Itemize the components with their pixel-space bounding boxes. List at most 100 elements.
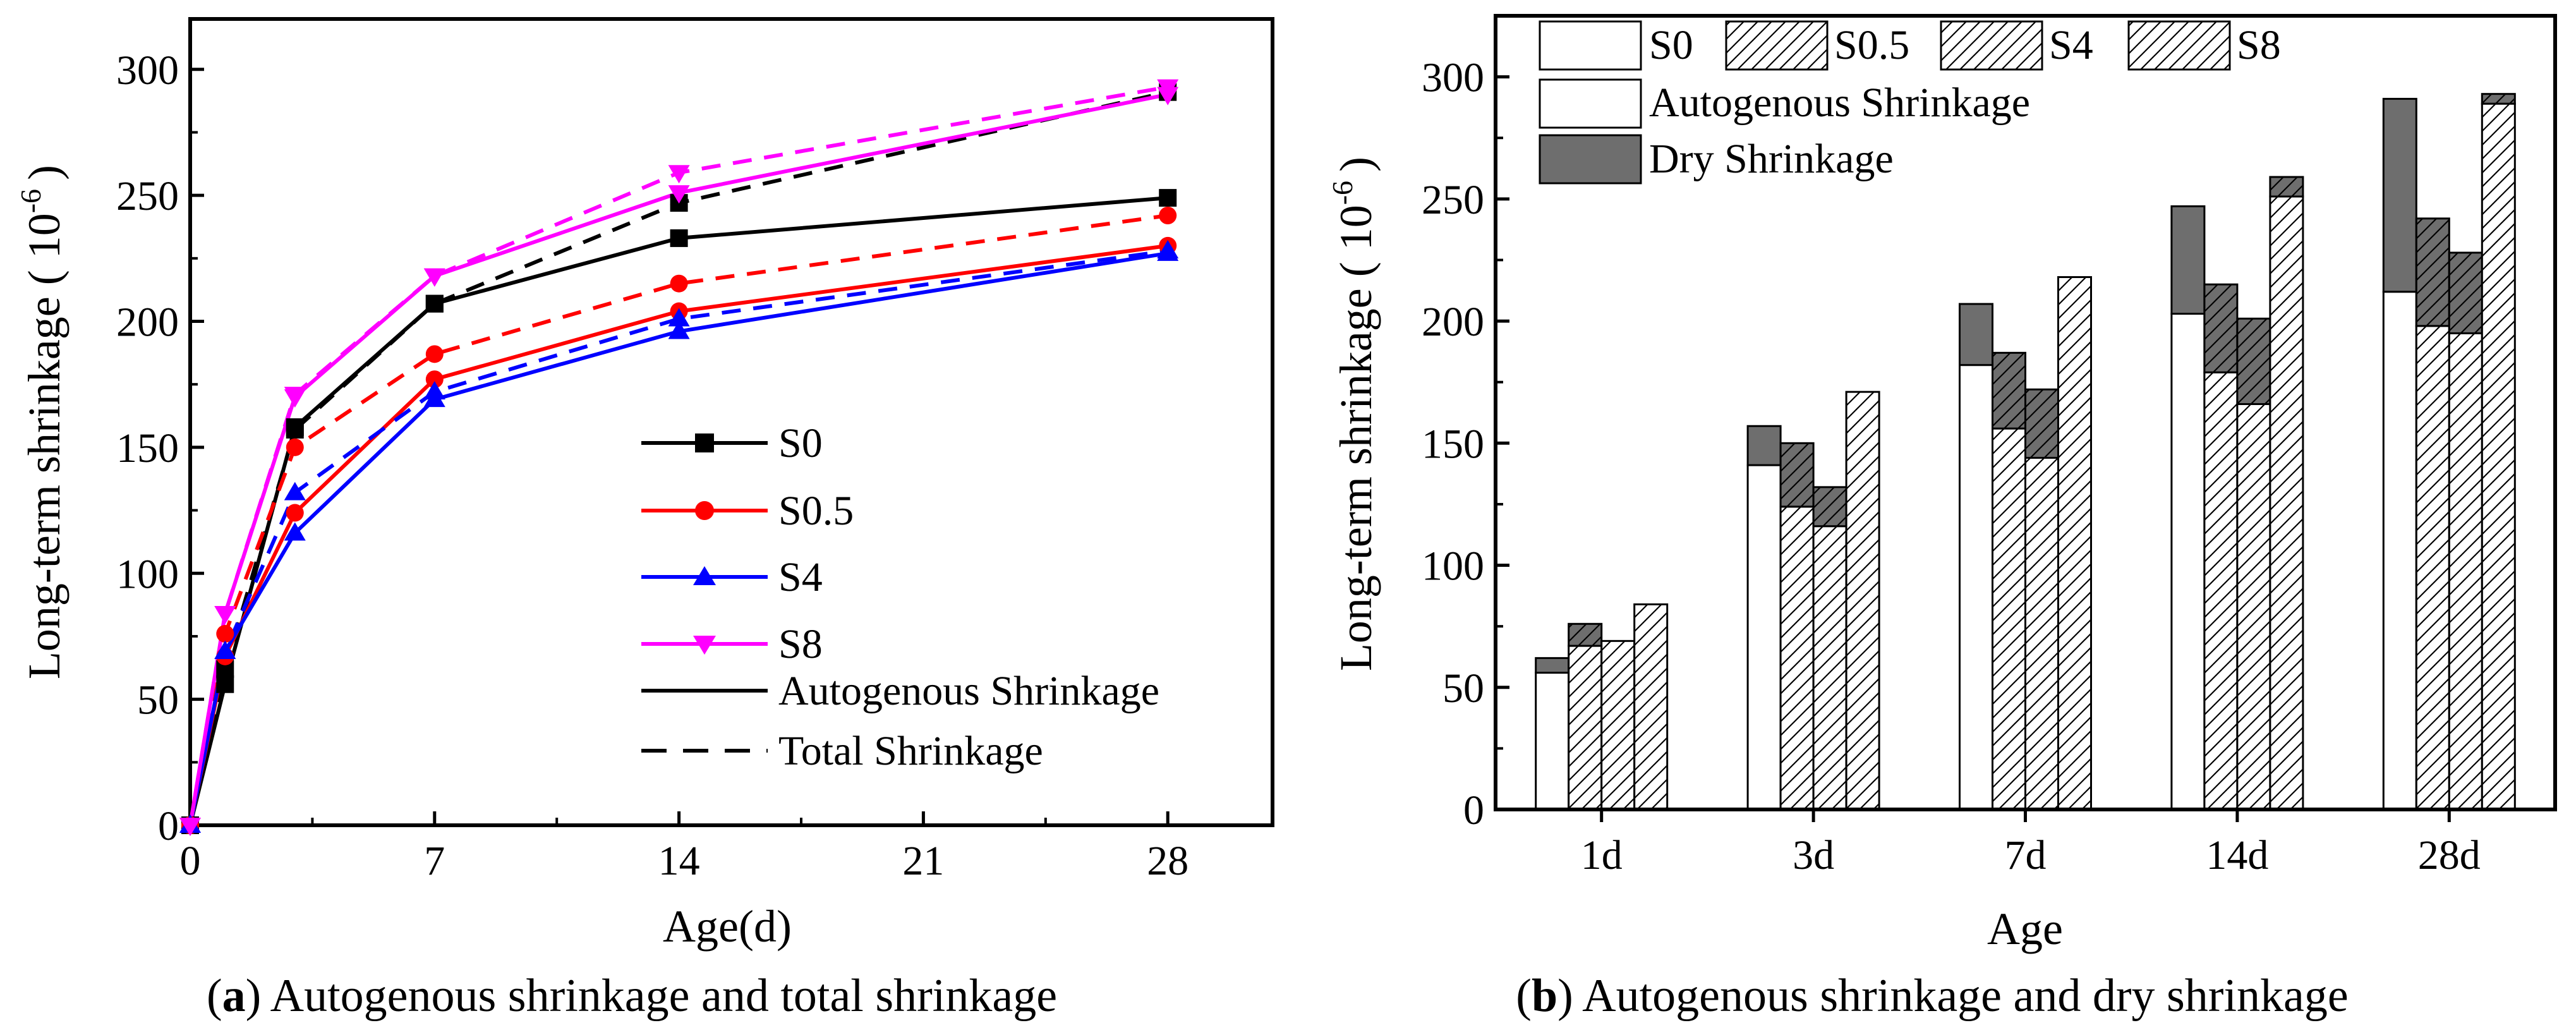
marker-s0-autogenous	[286, 418, 304, 436]
svg-text:S4: S4	[2049, 22, 2093, 68]
bar-autogenous-s0-5-28d	[2415, 325, 2450, 811]
bar-autogenous-s4-14d	[2236, 403, 2271, 811]
svg-text:Autogenous Shrinkage: Autogenous Shrinkage	[778, 668, 1159, 714]
marker-s4-total	[668, 308, 690, 327]
marker-s0-5-autogenous	[286, 504, 304, 522]
panel-b-legend: S0 S0.5 S4 S8 Autogenous Shrinkage Dry S…	[1539, 20, 2281, 185]
panel-a-x-axis-title: Age(d)	[663, 901, 792, 952]
bar-dry-s0-3d	[1746, 425, 1782, 466]
panel-b-legend-item-s0: S0	[1539, 20, 1693, 71]
bar-autogenous-s4-3d	[1812, 525, 1847, 811]
svg-text:S8: S8	[2237, 22, 2281, 68]
panel-b-legend-item-dry: Dry Shrinkage	[1539, 134, 1894, 185]
svg-text:S0.5: S0.5	[778, 488, 854, 534]
bar-autogenous-s0-3d	[1746, 464, 1782, 811]
bar-autogenous-s4-7d	[2024, 456, 2059, 811]
panel-a-legend-item-autogenous: Autogenous Shrinkage	[641, 668, 1159, 714]
series-line-s8-autogenous	[188, 92, 1168, 826]
bar-dry-s4-7d	[2024, 388, 2059, 459]
svg-text:Autogenous Shrinkage: Autogenous Shrinkage	[1649, 80, 2030, 126]
panel-a-y-tick-label: 250	[116, 173, 179, 219]
bar-dry-s0-5-28d	[2415, 217, 2450, 327]
marker-s0-autogenous	[216, 675, 234, 693]
panel-a-y-tick-label: 50	[137, 677, 179, 724]
bar-autogenous-s0-5-1d	[1568, 645, 1603, 811]
marker-s0-autogenous	[425, 294, 444, 313]
panel-a-y-tick-label: 100	[116, 551, 179, 597]
bar-autogenous-s8-28d	[2481, 102, 2516, 811]
bar-autogenous-s8-14d	[2269, 195, 2304, 811]
panel-b-x-tick-label: 14d	[2206, 832, 2268, 878]
panel-b-y-tick-label: 200	[1422, 299, 1484, 345]
bar-autogenous-s0-28d	[2382, 291, 2417, 811]
marker-s4-autogenous	[1157, 242, 1179, 261]
panel-a-legend-item-s0: S0	[641, 420, 823, 466]
panel-a-legend-item-total: Total Shrinkage	[641, 728, 1043, 774]
panel-a-line-chart: 0 50 100 150 200 250 300 0 7 14 21 28 Age(d) Long-t…	[15, 17, 1274, 1022]
marker-s8-autogenous	[423, 268, 445, 287]
bar-dry-s8-28d	[2481, 93, 2516, 105]
panel-b-x-tick-label: 3d	[1793, 832, 1834, 878]
bar-autogenous-s0-14d	[2170, 312, 2206, 811]
marker-s4-total	[284, 482, 306, 500]
svg-text:S4: S4	[778, 554, 823, 600]
panel-a-y-tick-label: 300	[116, 47, 179, 94]
marker-s0-5-total	[286, 438, 304, 456]
panel-a-series-markers	[179, 79, 1179, 836]
series-line-s4-total	[188, 248, 1168, 826]
bar-autogenous-s8-3d	[1845, 391, 1880, 811]
series-line-s0-total	[188, 90, 1168, 826]
bar-dry-s4-28d	[2448, 251, 2483, 334]
marker-s8-autogenous	[668, 185, 690, 204]
panel-a-y-tick-label: 150	[116, 425, 179, 471]
bar-dry-s0-14d	[2170, 205, 2206, 315]
bar-autogenous-s0-5-7d	[1992, 427, 2026, 811]
marker-s0-5-total	[670, 274, 688, 293]
panel-b-legend-item-s0.5: S0.5	[1725, 20, 1909, 71]
svg-text:S0.5: S0.5	[1834, 22, 1909, 68]
panel-a-legend: S0 S0.5 S4 S8 Autogenous Shrinkage	[641, 420, 1159, 774]
svg-text:Dry Shrinkage: Dry Shrinkage	[1649, 136, 1894, 182]
panel-b-legend-item-s8: S8	[2127, 20, 2281, 71]
panel-a-x-tick-label: 0	[180, 838, 201, 884]
panel-b-legend-item-autogenous: Autogenous Shrinkage	[1539, 78, 2030, 129]
marker-s0-5-autogenous	[425, 370, 444, 389]
marker-s4-autogenous	[668, 320, 690, 339]
bar-autogenous-s8-7d	[2057, 276, 2092, 811]
svg-text:S0: S0	[778, 420, 823, 466]
panel-a-y-tick-label: 200	[116, 300, 179, 346]
bar-dry-s0-5-7d	[1992, 351, 2026, 430]
panel-b-y-tick-label: 250	[1422, 177, 1484, 223]
bar-dry-s0-7d	[1959, 303, 1993, 367]
svg-text:S8: S8	[778, 621, 823, 667]
bar-autogenous-s0-5-14d	[2203, 371, 2239, 811]
panel-b-bars	[1535, 93, 2516, 811]
marker-s0-5-total	[425, 345, 444, 363]
bar-dry-s0-28d	[2382, 97, 2417, 293]
bar-dry-s0-1d	[1535, 657, 1570, 674]
svg-text:S0: S0	[1649, 22, 1693, 68]
marker-s8-total	[668, 165, 690, 184]
marker-s4-autogenous	[214, 640, 236, 659]
panel-b-x-tick-label: 7d	[2005, 832, 2047, 878]
marker-s0-5-total	[1159, 207, 1177, 225]
panel-a-y-axis-title: Long-term shrinkage ( 10-6)	[15, 165, 70, 679]
marker-s8-autogenous	[284, 389, 306, 408]
marker-s0-5-total	[216, 624, 234, 643]
series-line-s0-autogenous	[188, 196, 1168, 826]
bar-autogenous-s0-5-3d	[1779, 506, 1815, 811]
bar-dry-s0-5-1d	[1568, 622, 1603, 647]
panel-b-ticks: 0 50 100 150 200 250 300 1d 3d 7d 14d 28d	[1422, 55, 2481, 878]
panel-b-y-tick-label: 50	[1442, 665, 1484, 712]
bar-autogenous-s0-1d	[1535, 672, 1570, 811]
panel-b-x-axis-title: Age	[1987, 904, 2063, 954]
panel-b-y-tick-label: 150	[1422, 421, 1484, 467]
marker-s4-autogenous	[423, 389, 445, 408]
marker-s0-autogenous	[1159, 189, 1177, 207]
bar-autogenous-s0-7d	[1959, 364, 1993, 811]
panel-a-caption: (a) Autogenous shrinkage and total shrin…	[207, 970, 1057, 1022]
marker-s0-autogenous	[670, 229, 688, 247]
panel-a-plot-frame	[188, 17, 1274, 827]
panel-a-legend-item-s8: S8	[641, 621, 823, 667]
